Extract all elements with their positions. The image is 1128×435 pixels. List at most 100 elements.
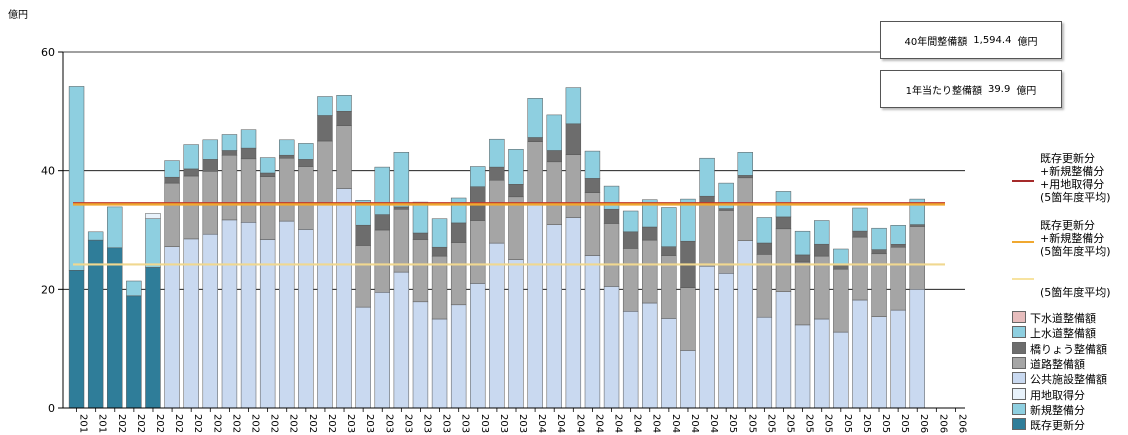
x-tick-label: 205 [861, 414, 872, 433]
bar-segment [546, 150, 562, 163]
bar-segment [298, 159, 314, 167]
bar-segment [202, 139, 218, 160]
x-tick-label: 202 [135, 414, 146, 433]
bar-segment [279, 157, 295, 222]
bar-segment [259, 172, 276, 177]
bar-segment [374, 229, 390, 293]
bar-segment [489, 179, 505, 244]
bar-segment [431, 255, 448, 320]
bar-segment [642, 199, 658, 228]
legend-line-orange-swatch [1012, 241, 1034, 243]
legend-item: 既存更新分 [1012, 418, 1085, 432]
bar-segment [145, 218, 161, 268]
x-tick-label: 206 [937, 414, 948, 433]
bar-segment [298, 143, 314, 160]
bar-segment [546, 224, 562, 409]
bar-segment [164, 160, 180, 178]
x-tick-label: 205 [804, 414, 815, 433]
x-tick-label: 203 [498, 414, 509, 433]
bar-segment [145, 213, 161, 219]
bar-segment [240, 222, 257, 409]
legend-label: 道路整備額 [1030, 357, 1085, 371]
bar-segment [374, 292, 390, 409]
legend-swatch [1012, 402, 1026, 415]
bar-segment [317, 115, 333, 142]
bar-segment [279, 139, 295, 156]
bar-segment [890, 246, 906, 311]
bar-segment [871, 316, 887, 409]
bar-segment [431, 218, 448, 248]
bar-segment [699, 203, 715, 267]
x-tick-label: 203 [364, 414, 375, 433]
x-tick-label: 202 [154, 414, 165, 433]
bar-segment [259, 176, 276, 240]
x-tick-label: 202 [173, 414, 184, 433]
x-tick-label: 205 [842, 414, 853, 433]
bar-segment [374, 214, 390, 231]
bar-segment [890, 309, 906, 409]
x-tick-label: 206 [956, 414, 967, 433]
x-tick-label: 202 [250, 414, 261, 433]
bar-segment [489, 166, 505, 181]
total-annotation-box: 40年間整備額 1,594.4 億円 [880, 21, 1062, 59]
x-tick-label: 204 [689, 414, 700, 433]
bar-segment [145, 267, 161, 409]
bar-segment [794, 254, 811, 263]
bar-segment [852, 236, 868, 301]
legend-line-red-swatch [1012, 180, 1034, 182]
x-tick-label: 203 [441, 414, 452, 433]
bar-segment [508, 196, 524, 260]
bar-segment [393, 271, 410, 409]
x-tick-label: 203 [345, 414, 356, 433]
bar-segment [489, 138, 505, 168]
per-year-label: 1年当たり整備額 [905, 85, 983, 97]
per-year-unit: 億円 [1016, 85, 1037, 97]
x-tick-label: 202 [288, 414, 299, 433]
bar-segment [221, 154, 238, 221]
bar-segment [183, 168, 199, 177]
bar-segment [355, 306, 371, 409]
bar-segment [470, 166, 486, 187]
bar-segment [202, 233, 218, 409]
bar-segment [317, 140, 333, 205]
y-tick-label: 60 [41, 46, 55, 59]
legend-item: 用地取得分 [1012, 387, 1085, 402]
x-tick-label: 203 [402, 414, 413, 433]
bar-segment [450, 222, 467, 243]
bar-segment [470, 220, 486, 284]
bar-segment [508, 149, 524, 185]
bar-segment [852, 299, 868, 409]
legend-label: 既存更新分 [1030, 419, 1085, 433]
bar-segment [546, 161, 562, 225]
per-year-annotation-box: 1年当たり整備額 39.9 億円 [880, 70, 1062, 108]
x-tick-label: 202 [230, 414, 241, 433]
bar-segment [68, 270, 85, 409]
x-tick-label: 203 [517, 414, 528, 433]
bar-segment [336, 111, 352, 126]
bar-segment [890, 243, 906, 248]
bar-segment [508, 259, 524, 409]
bar-segment [756, 217, 773, 244]
bar-segment [814, 255, 830, 320]
bar-segment [833, 268, 849, 333]
y-tick-label: 0 [48, 402, 55, 415]
bar-segment [737, 240, 753, 409]
bar-segment [107, 247, 123, 409]
legend-line-yellow-swatch [1012, 278, 1034, 280]
bar-segment [164, 176, 180, 184]
bar-segment [221, 134, 238, 151]
bar-segment [126, 280, 142, 297]
bar-segment [584, 178, 601, 193]
x-tick-label: 202 [211, 414, 222, 433]
bar-segment [909, 224, 925, 227]
total-unit: 億円 [1017, 36, 1038, 48]
bar-segment [527, 204, 543, 409]
legend-swatch [1012, 326, 1026, 339]
bar-segment [699, 265, 715, 409]
bar-segment [603, 208, 620, 224]
legend-label: 橋りょう整備額 [1030, 342, 1107, 356]
x-tick-label: 203 [479, 414, 490, 433]
x-tick-label: 202 [326, 414, 337, 433]
bar-segment [374, 166, 390, 215]
bar-segment [737, 152, 753, 176]
